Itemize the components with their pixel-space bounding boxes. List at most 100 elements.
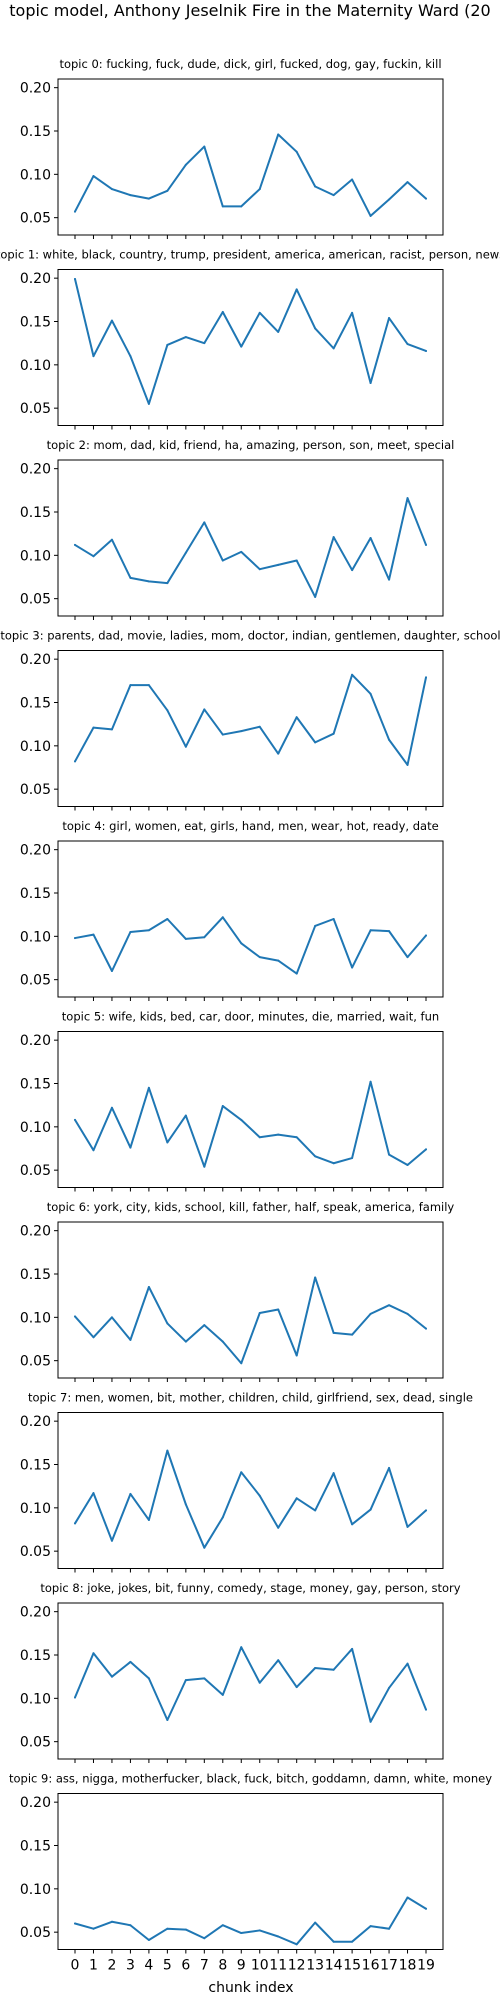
data-point xyxy=(388,1927,391,1930)
data-point xyxy=(129,1338,132,1341)
data-point xyxy=(425,1327,427,1330)
axes-frame xyxy=(57,1031,444,1188)
data-point xyxy=(258,1929,261,1932)
data-point xyxy=(110,1920,113,1923)
data-point xyxy=(369,537,372,539)
y-tick-label: 0.20 xyxy=(20,1795,51,1811)
y-tick-label: 0.10 xyxy=(20,739,51,755)
data-point xyxy=(406,1163,409,1166)
data-point xyxy=(295,972,298,975)
data-point xyxy=(110,1316,113,1319)
data-point xyxy=(425,197,427,200)
data-point xyxy=(425,543,427,546)
y-tick-label: 0.20 xyxy=(20,462,51,478)
data-point xyxy=(258,188,261,191)
data-point xyxy=(406,181,409,184)
data-point xyxy=(184,336,187,339)
y-tick-label: 0.20 xyxy=(20,843,51,859)
data-point xyxy=(332,1472,335,1475)
data-point xyxy=(314,741,317,744)
data-point xyxy=(147,197,150,200)
x-axis-label: chunk index xyxy=(208,1980,293,1996)
data-point xyxy=(74,278,76,281)
data-point xyxy=(258,956,261,959)
data-point xyxy=(166,582,169,585)
x-tick-label: 13 xyxy=(306,1958,324,1974)
y-tick-label: 0.10 xyxy=(20,1120,51,1136)
data-point xyxy=(166,709,169,712)
data-point xyxy=(369,692,372,695)
data-point xyxy=(240,942,243,945)
data-point xyxy=(351,673,354,676)
data-point xyxy=(74,937,76,940)
data-point xyxy=(406,1312,409,1315)
subplot-title: topic 7: men, women, bit, mother, childr… xyxy=(28,1391,473,1405)
data-point xyxy=(295,716,298,719)
data-point xyxy=(277,133,280,136)
data-point xyxy=(110,319,113,322)
y-tick-label: 0.15 xyxy=(20,1458,51,1474)
data-point xyxy=(369,214,372,217)
data-point xyxy=(369,1508,372,1511)
data-point xyxy=(332,347,335,350)
data-point xyxy=(110,1675,113,1678)
data-point xyxy=(240,1646,243,1649)
data-point xyxy=(240,205,243,208)
data-point xyxy=(295,1686,298,1689)
data-point xyxy=(221,1924,224,1927)
data-point xyxy=(203,145,206,148)
x-tick-label: 18 xyxy=(399,1958,417,1974)
data-point xyxy=(184,1928,187,1931)
topic-series-line xyxy=(74,673,427,766)
data-point xyxy=(314,185,317,188)
data-point xyxy=(314,1921,317,1924)
data-point xyxy=(425,1907,427,1910)
y-tick-label: 0.15 xyxy=(20,886,51,902)
y-tick-label: 0.05 xyxy=(20,973,51,989)
data-point xyxy=(277,959,280,962)
x-tick-label: 15 xyxy=(343,1958,361,1974)
y-tick-label: 0.20 xyxy=(20,1224,51,1240)
data-point xyxy=(166,1141,169,1144)
data-point xyxy=(184,163,187,166)
subplot-title: topic 3: parents, dad, movie, ladies, mo… xyxy=(0,629,500,643)
data-point xyxy=(221,1105,224,1108)
data-point xyxy=(332,1940,335,1943)
data-point xyxy=(110,538,113,541)
data-point xyxy=(406,497,409,500)
data-point xyxy=(277,330,280,333)
y-tick-label: 0.20 xyxy=(20,1033,51,1049)
x-tick-label: 10 xyxy=(251,1958,269,1974)
y-tick-label: 0.20 xyxy=(20,1605,51,1621)
y-tick-label: 0.20 xyxy=(20,271,51,287)
y-tick-label: 0.05 xyxy=(20,1544,51,1560)
data-point xyxy=(147,1086,150,1089)
data-point xyxy=(92,1652,95,1655)
data-point xyxy=(203,936,206,939)
data-point xyxy=(129,355,132,358)
subplot-topic-6: topic 6: york, city, kids, school, kill,… xyxy=(20,1200,454,1382)
data-point xyxy=(110,188,113,191)
data-point xyxy=(129,576,132,579)
data-point xyxy=(258,725,261,728)
data-point xyxy=(258,1312,261,1314)
data-point xyxy=(240,345,243,348)
data-point xyxy=(74,1118,76,1121)
data-point xyxy=(258,1681,261,1684)
topic-series-line xyxy=(74,916,427,975)
y-tick-label: 0.05 xyxy=(20,782,51,798)
data-point xyxy=(240,1118,243,1121)
data-point xyxy=(314,1509,317,1512)
x-tick-label: 3 xyxy=(126,1958,135,1974)
data-point xyxy=(74,1522,76,1525)
y-tick-label: 0.10 xyxy=(20,1310,51,1326)
x-tick-label: 7 xyxy=(200,1958,209,1974)
data-point xyxy=(129,194,132,197)
axes-frame xyxy=(57,1221,444,1379)
y-tick-label: 0.05 xyxy=(20,1925,51,1941)
data-point xyxy=(258,1136,261,1139)
data-point xyxy=(184,1679,187,1682)
data-point xyxy=(203,521,206,524)
y-tick-label: 0.10 xyxy=(20,1501,51,1517)
data-point xyxy=(295,1943,298,1946)
